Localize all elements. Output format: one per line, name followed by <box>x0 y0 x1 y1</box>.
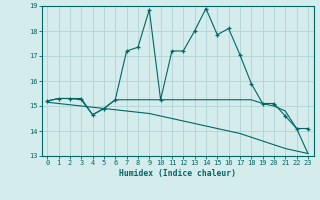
X-axis label: Humidex (Indice chaleur): Humidex (Indice chaleur) <box>119 169 236 178</box>
